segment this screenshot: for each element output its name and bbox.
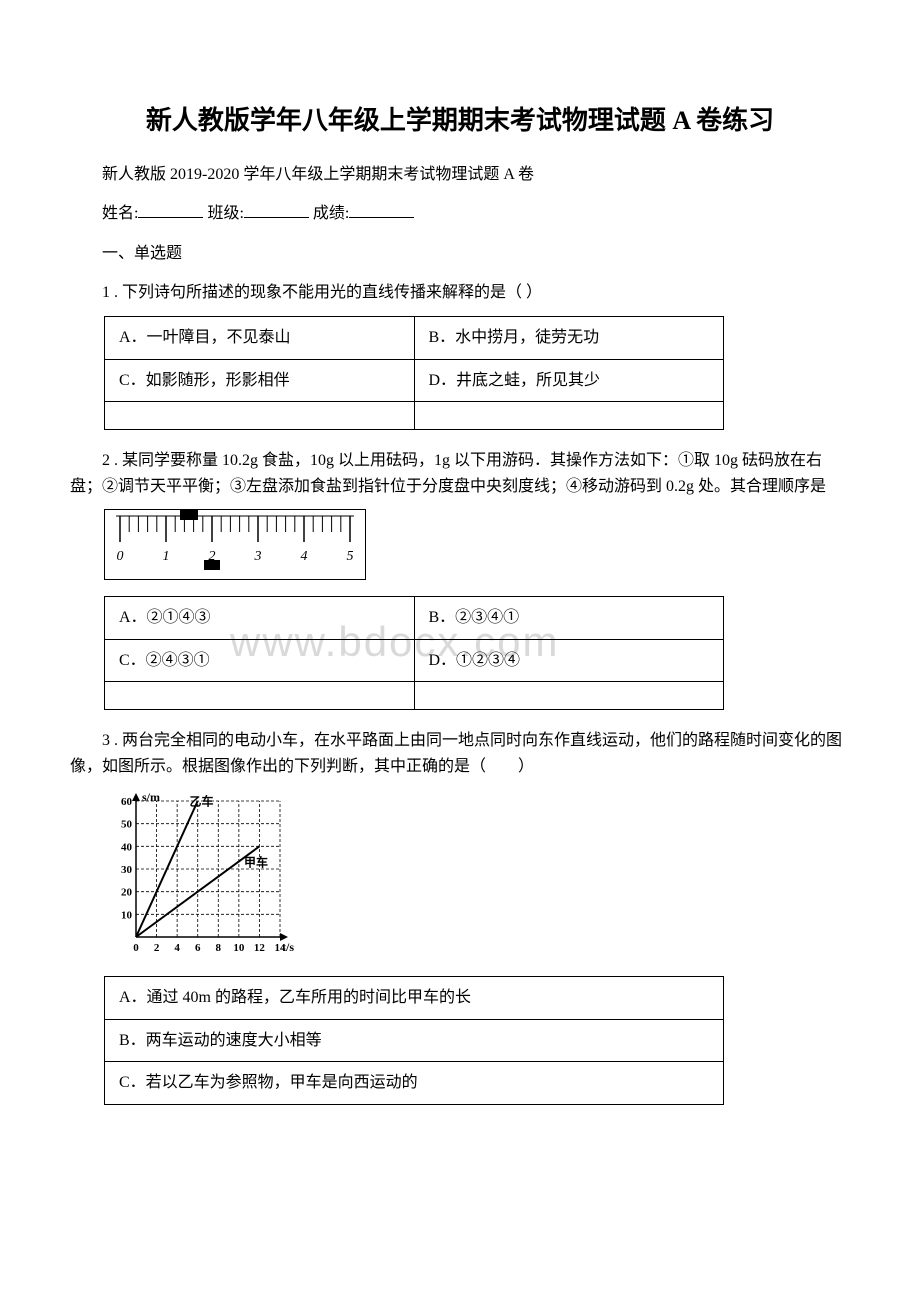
subtitle: 新人教版 2019-2020 学年八年级上学期期末考试物理试题 A 卷 xyxy=(70,162,850,188)
question-3-text: 3 . 两台完全相同的电动小车，在水平路面上由同一地点同时向东作直线运动，他们的… xyxy=(70,728,850,779)
svg-text:6: 6 xyxy=(195,942,201,954)
student-info-line: 姓名: 班级: 成绩: xyxy=(70,201,850,227)
svg-text:3: 3 xyxy=(254,549,262,564)
q1-option-d[interactable]: D．井底之蛙，所见其少 xyxy=(414,359,724,402)
question-1-options: A．一叶障目，不见泰山 B．水中捞月，徒劳无功 C．如影随形，形影相伴 D．井底… xyxy=(104,316,724,430)
svg-text:10: 10 xyxy=(233,942,245,954)
svg-text:10: 10 xyxy=(121,910,133,922)
svg-text:乙车: 乙车 xyxy=(189,794,213,809)
page-title: 新人教版学年八年级上学期期末考试物理试题 A 卷练习 xyxy=(70,100,850,142)
question-3-options: A．通过 40m 的路程，乙车所用的时间比甲车的长 B．两车运动的速度大小相等 … xyxy=(104,976,724,1105)
question-2-options: A．②①④③ B．②③④① C．②④③① D．①②③④ xyxy=(104,596,724,710)
svg-text:s/m: s/m xyxy=(142,790,160,804)
svg-text:50: 50 xyxy=(121,819,133,831)
svg-text:甲车: 甲车 xyxy=(244,855,268,870)
q2-option-b[interactable]: B．②③④① xyxy=(414,596,724,639)
svg-text:40: 40 xyxy=(121,842,133,854)
q1-option-c[interactable]: C．如影随形，形影相伴 xyxy=(105,359,415,402)
graph-svg: 02468101214102030405060s/mt/s甲车乙车 xyxy=(104,789,294,959)
svg-text:2: 2 xyxy=(154,942,160,954)
svg-text:60: 60 xyxy=(121,796,133,808)
q3-option-b[interactable]: B．两车运动的速度大小相等 xyxy=(105,1019,724,1062)
svg-text:12: 12 xyxy=(254,942,266,954)
svg-text:t/s: t/s xyxy=(282,940,294,954)
score-blank[interactable] xyxy=(349,202,414,218)
section-heading: 一、单选题 xyxy=(70,241,850,267)
svg-text:0: 0 xyxy=(133,942,139,954)
name-label: 姓名: xyxy=(102,205,138,222)
q2-option-c[interactable]: C．②④③① xyxy=(105,639,415,682)
q3-option-a[interactable]: A．通过 40m 的路程，乙车所用的时间比甲车的长 xyxy=(105,976,724,1019)
ruler-figure: 012345 xyxy=(104,509,366,580)
q2-option-a[interactable]: A．②①④③ xyxy=(105,596,415,639)
svg-text:8: 8 xyxy=(216,942,222,954)
svg-text:4: 4 xyxy=(301,549,308,564)
q3-option-c[interactable]: C．若以乙车为参照物，甲车是向西运动的 xyxy=(105,1062,724,1105)
svg-text:4: 4 xyxy=(174,942,180,954)
svg-text:0: 0 xyxy=(117,549,124,564)
q2-option-d[interactable]: D．①②③④ xyxy=(414,639,724,682)
score-label: 成绩: xyxy=(313,205,349,222)
graph-figure: 02468101214102030405060s/mt/s甲车乙车 xyxy=(104,789,850,968)
q1-option-b[interactable]: B．水中捞月，徒劳无功 xyxy=(414,316,724,359)
svg-text:5: 5 xyxy=(347,549,354,564)
class-blank[interactable] xyxy=(244,202,309,218)
question-2-text: 2 . 某同学要称量 10.2g 食盐，10g 以上用砝码，1g 以下用游码．其… xyxy=(70,448,850,499)
svg-text:30: 30 xyxy=(121,864,133,876)
svg-text:1: 1 xyxy=(163,549,170,564)
q1-option-a[interactable]: A．一叶障目，不见泰山 xyxy=(105,316,415,359)
question-1-text: 1 . 下列诗句所描述的现象不能用光的直线传播来解释的是（ ） xyxy=(70,280,850,306)
name-blank[interactable] xyxy=(138,202,203,218)
svg-text:20: 20 xyxy=(121,887,133,899)
ruler-svg: 012345 xyxy=(105,510,365,570)
class-label: 班级: xyxy=(207,205,243,222)
